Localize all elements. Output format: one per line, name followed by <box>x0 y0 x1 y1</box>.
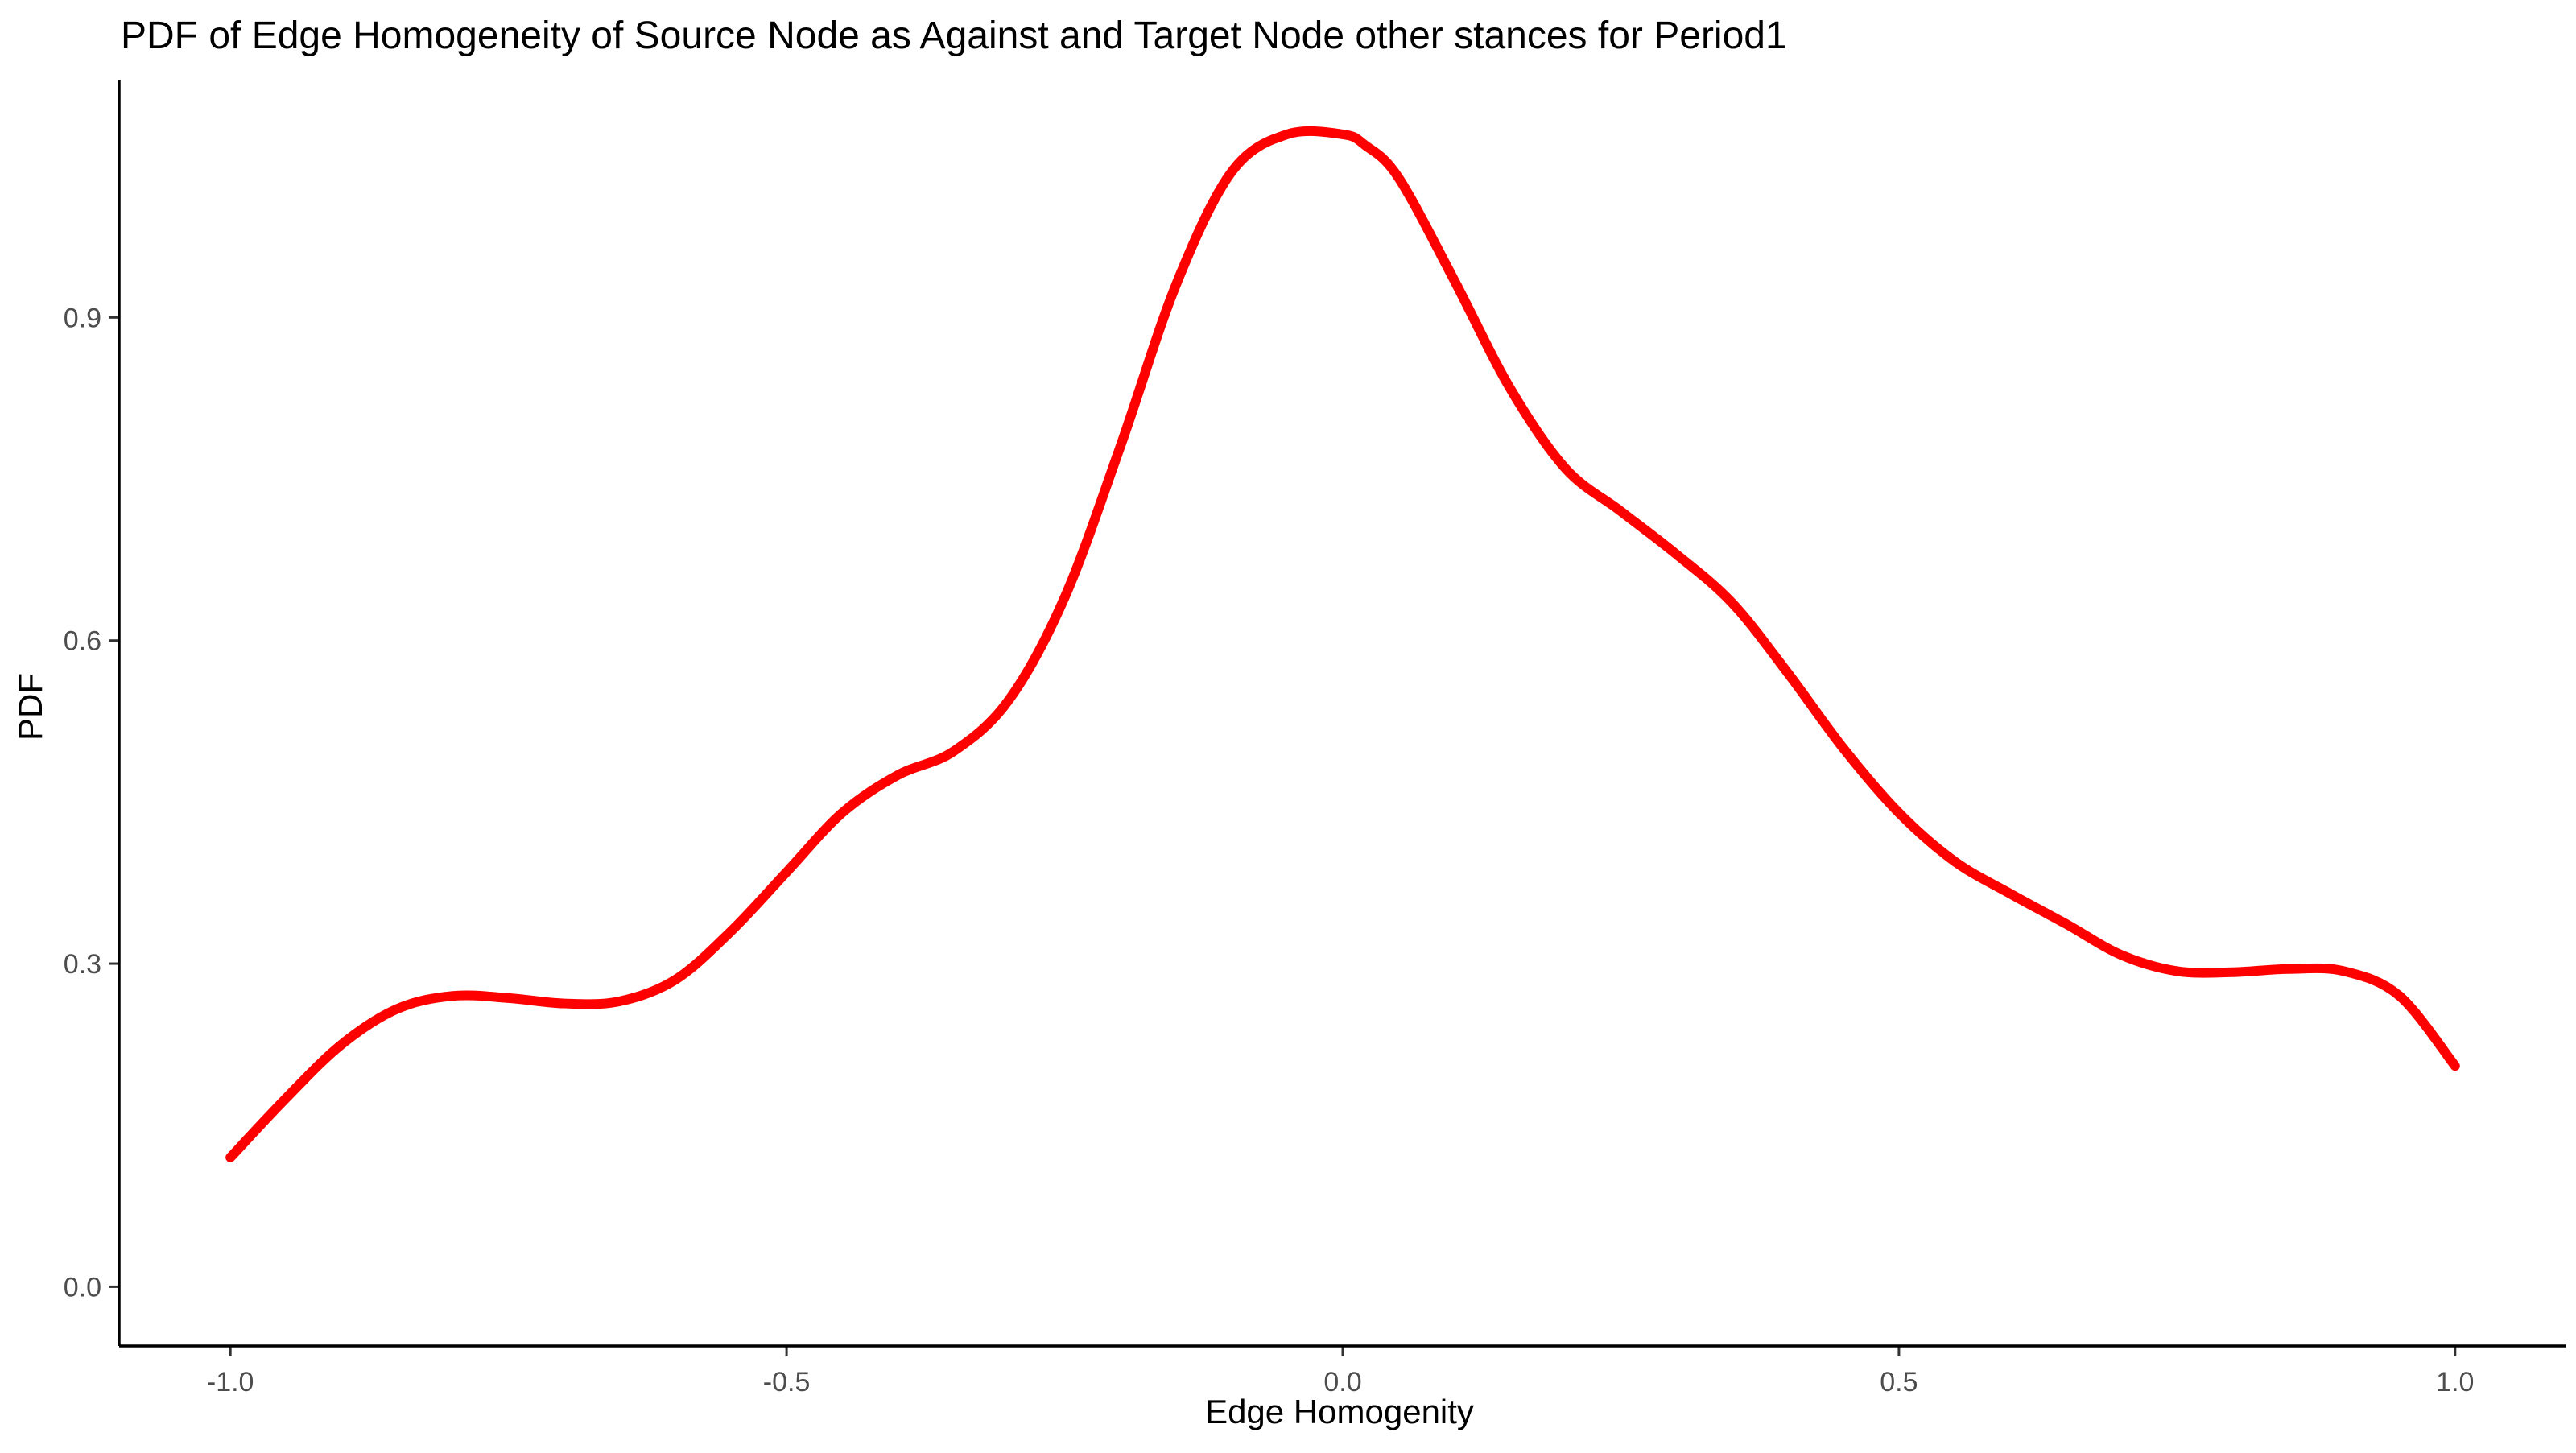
chart-title: PDF of Edge Homogeneity of Source Node a… <box>121 14 1787 57</box>
pdf-density-line <box>225 126 2460 1162</box>
ticks-layer: 0.0 0.3 0.6 0.9 -1.0 -0.5 0.0 0.5 1.0 <box>64 303 2475 1397</box>
y-tick-label: 0.0 <box>64 1272 101 1302</box>
y-tick-label: 0.3 <box>64 949 101 980</box>
series-layer <box>225 126 2460 1162</box>
y-axis-title: PDF <box>11 673 49 741</box>
x-tick-label: -1.0 <box>207 1367 254 1397</box>
y-tick-label: 0.9 <box>64 303 101 333</box>
y-tick-label: 0.6 <box>64 626 101 657</box>
x-tick-label: -0.5 <box>763 1367 811 1397</box>
x-axis-title: Edge Homogenity <box>1205 1393 1474 1430</box>
x-tick-label: 0.5 <box>1880 1367 1918 1397</box>
x-tick-label: 1.0 <box>2436 1367 2474 1397</box>
x-tick-label: 0.0 <box>1323 1367 1361 1397</box>
